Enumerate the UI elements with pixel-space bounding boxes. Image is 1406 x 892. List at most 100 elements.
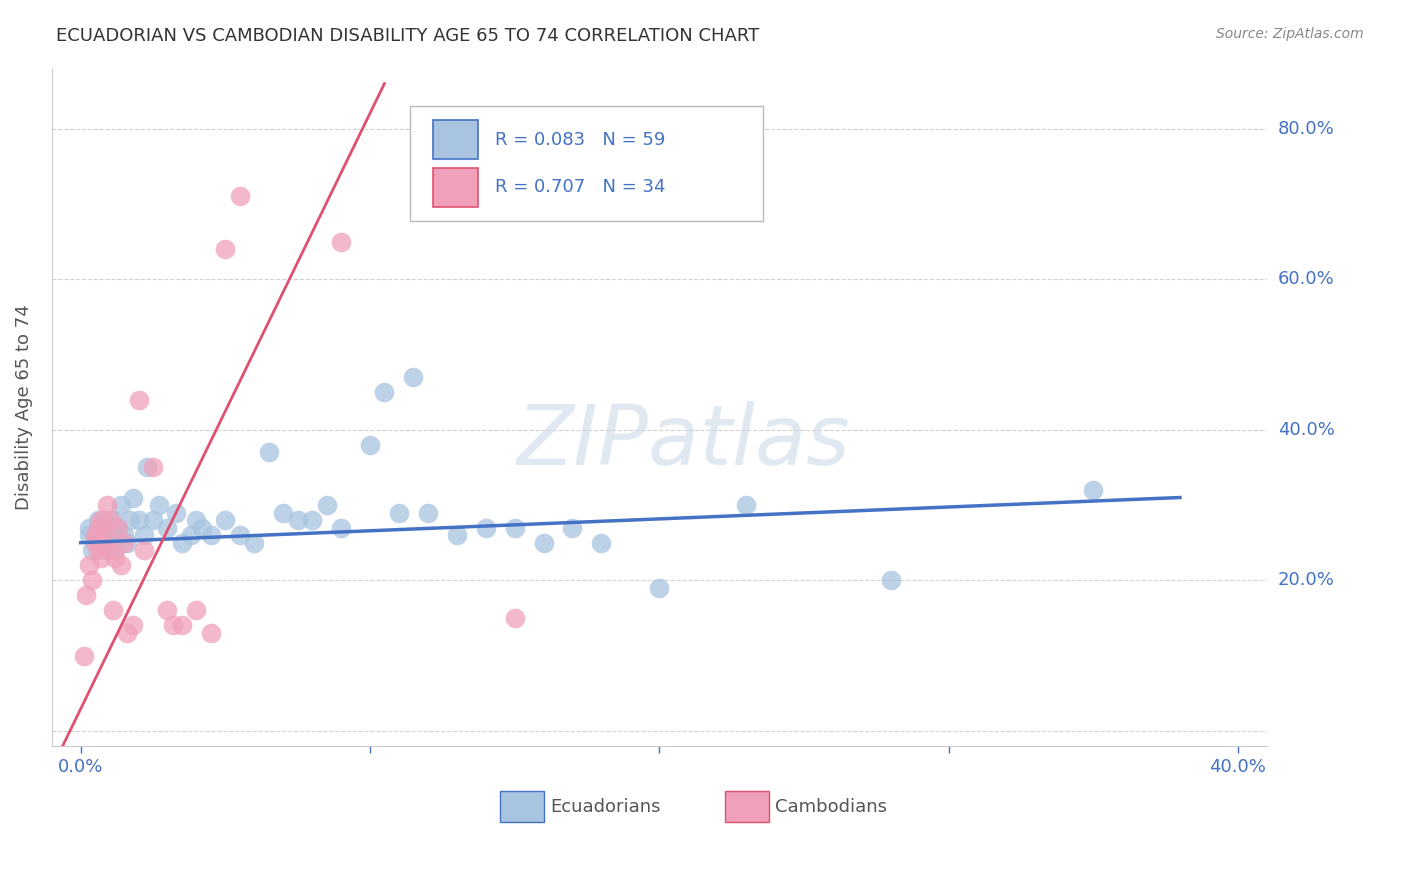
Point — [104, 543, 127, 558]
Point — [104, 550, 127, 565]
Point — [402, 370, 425, 384]
Point — [101, 513, 124, 527]
Text: 40.0%: 40.0% — [1278, 421, 1334, 439]
Text: Ecuadorians: Ecuadorians — [550, 797, 661, 816]
Point — [301, 513, 323, 527]
Point — [75, 588, 97, 602]
Point — [96, 543, 118, 558]
Point — [115, 626, 138, 640]
Point — [1083, 483, 1105, 497]
Point — [186, 603, 208, 617]
Point — [879, 574, 901, 588]
Point — [93, 535, 115, 549]
FancyBboxPatch shape — [501, 791, 544, 822]
Point — [98, 543, 121, 558]
Point — [82, 574, 104, 588]
Point — [200, 528, 222, 542]
Point — [165, 506, 187, 520]
Text: ECUADORIAN VS CAMBODIAN DISABILITY AGE 65 TO 74 CORRELATION CHART: ECUADORIAN VS CAMBODIAN DISABILITY AGE 6… — [56, 27, 759, 45]
Point — [134, 543, 156, 558]
Point — [156, 520, 179, 534]
Point — [186, 513, 208, 527]
Point — [84, 528, 107, 542]
Text: R = 0.083   N = 59: R = 0.083 N = 59 — [495, 130, 665, 148]
Point — [214, 513, 236, 527]
Point — [84, 535, 107, 549]
Point — [243, 535, 266, 549]
Y-axis label: Disability Age 65 to 74: Disability Age 65 to 74 — [15, 304, 32, 510]
Point — [96, 528, 118, 542]
Point — [330, 235, 353, 249]
Point — [107, 520, 129, 534]
Point — [287, 513, 309, 527]
Text: 80.0%: 80.0% — [1278, 120, 1334, 137]
Point — [93, 528, 115, 542]
Point — [191, 520, 214, 534]
Point — [359, 438, 381, 452]
Point — [735, 498, 758, 512]
Point — [79, 520, 101, 534]
Point — [533, 535, 555, 549]
Point — [142, 460, 165, 475]
Point — [93, 535, 115, 549]
Point — [96, 498, 118, 512]
Point — [474, 520, 496, 534]
Point — [271, 506, 294, 520]
Point — [229, 528, 252, 542]
Point — [503, 611, 526, 625]
Text: ZIPatlas: ZIPatlas — [517, 401, 851, 482]
Point — [82, 543, 104, 558]
Point — [110, 498, 132, 512]
FancyBboxPatch shape — [433, 120, 478, 159]
FancyBboxPatch shape — [411, 106, 762, 221]
Point — [446, 528, 468, 542]
Text: 60.0%: 60.0% — [1278, 270, 1334, 288]
Point — [170, 535, 193, 549]
Point — [180, 528, 202, 542]
Point — [112, 528, 135, 542]
Point — [98, 513, 121, 527]
Point — [648, 581, 671, 595]
Point — [98, 535, 121, 549]
Point — [148, 498, 170, 512]
Point — [170, 618, 193, 632]
Point — [115, 535, 138, 549]
Point — [503, 520, 526, 534]
Text: Cambodians: Cambodians — [775, 797, 887, 816]
Point — [373, 385, 395, 400]
Point — [257, 445, 280, 459]
Point — [388, 506, 411, 520]
FancyBboxPatch shape — [433, 168, 478, 207]
Point — [121, 491, 143, 505]
Point — [200, 626, 222, 640]
Point — [591, 535, 613, 549]
Point — [101, 603, 124, 617]
Point — [104, 528, 127, 542]
Point — [110, 558, 132, 573]
Point — [142, 513, 165, 527]
Point — [561, 520, 583, 534]
Point — [156, 603, 179, 617]
FancyBboxPatch shape — [725, 791, 769, 822]
Point — [79, 558, 101, 573]
Point — [118, 513, 141, 527]
Point — [416, 506, 439, 520]
Point — [134, 528, 156, 542]
Text: R = 0.707   N = 34: R = 0.707 N = 34 — [495, 178, 665, 196]
Point — [121, 618, 143, 632]
Point — [90, 513, 112, 527]
Point — [162, 618, 184, 632]
Point — [93, 513, 115, 527]
Point — [128, 392, 150, 407]
Point — [87, 520, 110, 534]
Point — [84, 528, 107, 542]
Point — [90, 528, 112, 542]
Point — [315, 498, 337, 512]
Point — [79, 528, 101, 542]
Point — [112, 535, 135, 549]
Point — [98, 520, 121, 534]
Point — [87, 513, 110, 527]
Point — [136, 460, 159, 475]
Text: 20.0%: 20.0% — [1278, 571, 1334, 590]
Point — [87, 535, 110, 549]
